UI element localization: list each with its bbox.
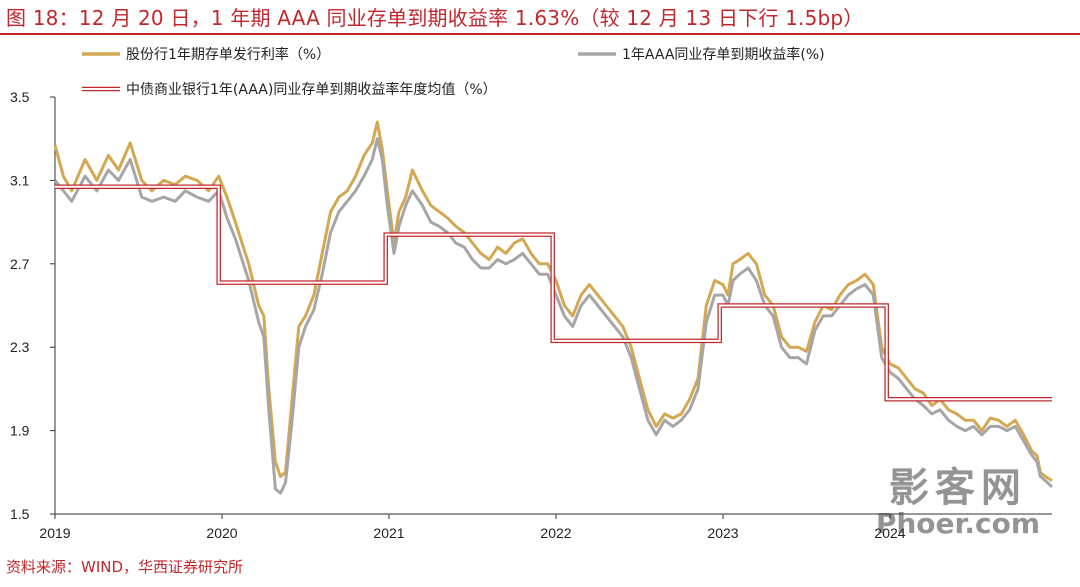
- legend-label: 中债商业银行1年(AAA)同业存单到期收益率年度均值（%）: [126, 81, 497, 98]
- series-line-aaa-ncd-yield: [53, 137, 1054, 495]
- series-line-jointstock-issue-rate: [53, 120, 1053, 482]
- series-layer: [53, 120, 1054, 495]
- y-tick-label: 3.5: [10, 89, 30, 105]
- source-note: 资料来源：WIND，华西证券研究所: [6, 558, 244, 576]
- series-line-annual-average: [55, 185, 1052, 401]
- legend: 股份行1年期存单发行利率（%） 1年AAA同业存单到期收益率(%) 中债商业银行1年…: [82, 46, 825, 98]
- watermark-line2: Phoer.com: [875, 507, 1040, 540]
- x-tick-label: 2024: [874, 525, 905, 541]
- y-tick-label: 1.5: [10, 506, 30, 522]
- x-tick-label: 2019: [39, 525, 70, 541]
- axes: 3.5 3.1 2.7 2.3 1.9 1.5 2019 2020 2021 2022 2023 20…: [10, 89, 1052, 541]
- watermark-line1: 影客网: [888, 465, 1027, 511]
- y-tick-label: 2.3: [10, 339, 30, 355]
- chart-title: 图 18：12 月 20 日，1 年期 AAA 同业存单到期收益率 1.63%（…: [6, 6, 864, 30]
- watermark: 影客网 Phoer.com: [876, 468, 1040, 538]
- y-tick-label: 2.7: [10, 256, 30, 272]
- x-tick-label: 2020: [206, 525, 237, 541]
- x-tick-label: 2021: [373, 525, 404, 541]
- legend-label: 1年AAA同业存单到期收益率(%): [622, 46, 825, 63]
- title-divider: [0, 33, 1080, 35]
- x-tick-label: 2023: [707, 525, 738, 541]
- y-tick-label: 3.1: [10, 172, 30, 188]
- x-tick-label: 2022: [540, 525, 571, 541]
- y-tick-label: 1.9: [10, 423, 30, 439]
- legend-label: 股份行1年期存单发行利率（%）: [126, 46, 330, 63]
